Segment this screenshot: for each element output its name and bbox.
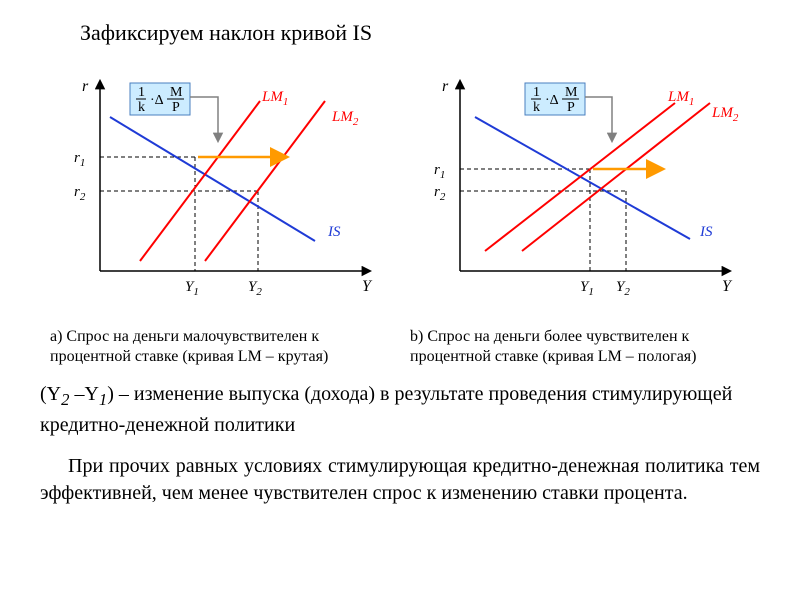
body-paragraph-2: При прочих равных условиях стимулирующая… (40, 453, 760, 507)
svg-text:M: M (565, 85, 578, 100)
svg-text:Y: Y (362, 278, 373, 295)
caption-b: b) Спрос на деньги более чувствителен к … (410, 327, 750, 367)
svg-text:r2: r2 (434, 184, 446, 203)
svg-text:k: k (138, 100, 145, 115)
charts-row: rYISLM1LM21k·ΔMPr1r2Y1Y2 rYISLM1LM21k·ΔM… (40, 56, 760, 321)
svg-text:Y: Y (722, 278, 733, 295)
svg-text:Y2: Y2 (248, 279, 262, 298)
y2y1-mid: –Y (69, 383, 98, 405)
body-paragraph-1: (Y2 –Y1) – изменение выпуска (дохода) в … (40, 381, 760, 439)
svg-text:r1: r1 (74, 150, 85, 169)
svg-text:r: r (442, 78, 449, 95)
chart-a-svg: r Y IS LM1 LM2 1k ·Δ MPr1 r2 Y1 Y2 (50, 56, 390, 316)
svg-text:Y2: Y2 (616, 279, 630, 298)
svg-text:P: P (172, 100, 180, 115)
svg-text:r2: r2 (74, 184, 86, 203)
svg-text:1: 1 (138, 85, 145, 100)
caption-a: a) Спрос на деньги малочувствителен к пр… (50, 327, 390, 367)
page-title: Зафиксируем наклон кривой IS (80, 20, 760, 46)
chart-b-svg: rYISLM1LM21k·ΔMPr1r2Y1Y2 (410, 56, 750, 316)
svg-text:LM2: LM2 (331, 109, 359, 128)
svg-text:LM2: LM2 (711, 105, 739, 124)
captions-row: a) Спрос на деньги малочувствителен к пр… (40, 327, 760, 367)
svg-text:k: k (533, 100, 540, 115)
svg-text:M: M (170, 85, 183, 100)
svg-text:1: 1 (533, 85, 540, 100)
y1-sub: 1 (99, 390, 107, 409)
svg-text:r1: r1 (434, 162, 445, 181)
svg-text:r: r (82, 78, 89, 95)
panel-a: r Y IS LM1 LM2 1k ·Δ MPr1 r2 Y1 Y2 (50, 56, 390, 321)
svg-text:LM1: LM1 (261, 89, 288, 108)
svg-text:IS: IS (699, 224, 713, 240)
svg-text:P: P (567, 100, 575, 115)
panel-b: rYISLM1LM21k·ΔMPr1r2Y1Y2 (410, 56, 750, 321)
svg-text:·Δ: ·Δ (545, 93, 559, 108)
svg-text:IS: IS (327, 224, 341, 240)
svg-text:Y1: Y1 (185, 279, 199, 298)
y2y1-suffix: ) – изменение выпуска (дохода) в результ… (40, 383, 732, 436)
y2y1-open: (Y (40, 383, 61, 405)
svg-text:Y1: Y1 (580, 279, 594, 298)
svg-text:·Δ: ·Δ (150, 93, 164, 108)
